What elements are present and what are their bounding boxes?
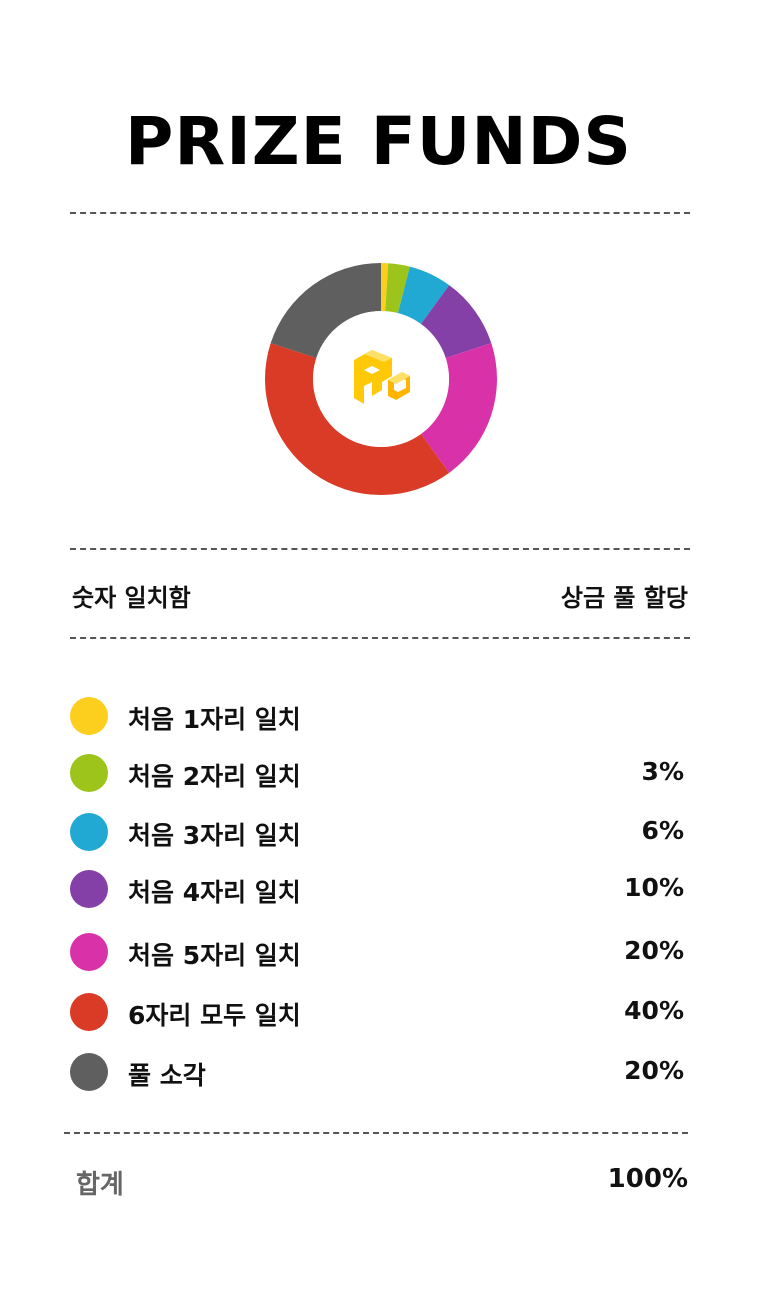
legend-item: 처음 4자리 일치 10% bbox=[70, 870, 686, 910]
table-header: 숫자 일치함 상금 풀 할당 bbox=[72, 578, 688, 614]
legend-item: 처음 2자리 일치 3% bbox=[70, 754, 686, 794]
donut-slice-7 bbox=[270, 263, 381, 358]
legend-label: 처음 2자리 일치 bbox=[128, 762, 301, 791]
legend-color-dot bbox=[70, 993, 108, 1031]
legend-item: 처음 1자리 일치 bbox=[70, 697, 686, 737]
page-title: PRIZE FUNDS bbox=[125, 103, 632, 180]
donut-slice-4 bbox=[420, 285, 492, 358]
legend-label: 처음 4자리 일치 bbox=[128, 878, 301, 907]
legend-color-dot bbox=[70, 697, 108, 735]
legend-color-dot bbox=[70, 1053, 108, 1091]
divider-top bbox=[70, 212, 690, 214]
legend-color-dot bbox=[70, 933, 108, 971]
legend-value: 3% bbox=[641, 757, 684, 786]
legend-value: 20% bbox=[624, 1056, 684, 1085]
legend-item: 처음 3자리 일치 6% bbox=[70, 813, 686, 853]
donut-slice-5 bbox=[420, 343, 497, 473]
donut-slice-2 bbox=[385, 263, 410, 314]
donut-svg bbox=[265, 263, 497, 496]
donut-slice-3 bbox=[397, 266, 450, 324]
total-label: 합계 bbox=[76, 1170, 124, 1200]
divider-total-top bbox=[64, 1132, 688, 1134]
donut-slice-6 bbox=[265, 343, 450, 496]
divider-chart-bottom bbox=[70, 548, 690, 550]
total-value: 100% bbox=[607, 1164, 688, 1194]
legend-item: 6자리 모두 일치 40% bbox=[70, 993, 686, 1033]
legend-label: 6자리 모두 일치 bbox=[128, 1001, 301, 1030]
legend-item: 처음 5자리 일치 20% bbox=[70, 933, 686, 973]
legend-value: 40% bbox=[624, 996, 684, 1025]
logo-icon bbox=[354, 350, 410, 404]
donut-slice-1 bbox=[381, 263, 389, 312]
total-row: 합계 100% bbox=[76, 1164, 688, 1204]
legend-label: 처음 1자리 일치 bbox=[128, 705, 301, 734]
header-digits-matched: 숫자 일치함 bbox=[72, 584, 191, 612]
legend-color-dot bbox=[70, 870, 108, 908]
legend-label: 처음 3자리 일치 bbox=[128, 821, 301, 850]
legend-value: 10% bbox=[624, 873, 684, 902]
header-pool-allocation: 상금 풀 할당 bbox=[560, 584, 688, 612]
legend-label: 처음 5자리 일치 bbox=[128, 941, 301, 970]
legend-value: 6% bbox=[641, 816, 684, 845]
legend-value: 20% bbox=[624, 936, 684, 965]
prize-donut-chart bbox=[264, 262, 498, 496]
legend-label: 풀 소각 bbox=[128, 1061, 206, 1090]
divider-header-bottom bbox=[70, 637, 690, 639]
legend-item: 풀 소각 20% bbox=[70, 1053, 686, 1093]
legend-color-dot bbox=[70, 754, 108, 792]
legend-color-dot bbox=[70, 813, 108, 851]
